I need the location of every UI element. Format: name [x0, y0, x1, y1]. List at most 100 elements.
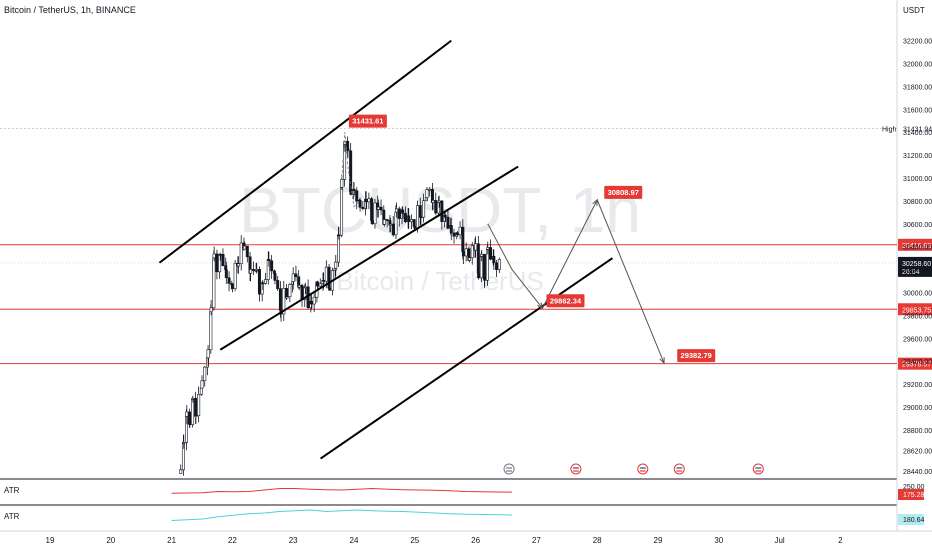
event-icons-group[interactable] — [503, 463, 764, 475]
watermark-name: Bitcoin / TetherUS — [336, 266, 544, 296]
event-flag-icon[interactable] — [752, 463, 764, 475]
candles-group — [179, 136, 501, 476]
candle-body — [251, 269, 255, 271]
price-callout-box — [546, 294, 585, 308]
trend-line[interactable] — [319, 257, 613, 460]
candle-body — [270, 260, 274, 272]
price-axis-tick: 29000.00 — [903, 405, 932, 412]
candle-body — [455, 232, 459, 236]
dashed-zigzag[interactable] — [341, 132, 361, 208]
candle-body — [224, 269, 228, 279]
candle-body — [458, 226, 462, 236]
candle-body — [230, 284, 234, 289]
projection-path-group[interactable] — [487, 198, 665, 365]
candle-body — [276, 280, 280, 289]
candle-body — [272, 270, 276, 274]
candle-body — [218, 254, 222, 256]
candle-body — [497, 259, 501, 270]
trend-line[interactable] — [158, 39, 452, 264]
candle-body — [245, 245, 249, 258]
price-level-badge — [898, 238, 932, 251]
candle-body — [425, 189, 429, 198]
event-flag-icon[interactable] — [570, 463, 582, 475]
candle-body — [233, 262, 237, 289]
candle-body — [212, 257, 216, 309]
candle-body — [385, 219, 389, 221]
candle-body — [337, 234, 341, 237]
price-callout-box — [348, 114, 387, 128]
candle-body — [461, 251, 465, 257]
candle-body — [215, 253, 219, 273]
candle-body — [261, 282, 265, 285]
time-axis-tick: 22 — [228, 536, 237, 545]
horizontal-levels — [0, 128, 897, 365]
event-flag-icon[interactable] — [673, 463, 685, 475]
candle-body — [446, 216, 450, 229]
candle-body — [422, 200, 426, 218]
candle-body — [324, 266, 328, 282]
candle-body — [236, 263, 240, 267]
time-axis-tick: 21 — [167, 536, 176, 545]
price-axis-tick: 31200.00 — [903, 153, 932, 160]
candle-body — [328, 287, 332, 291]
atr-value-badge-1 — [898, 489, 924, 500]
candle-body — [291, 273, 295, 282]
time-axis-tick: 30 — [714, 536, 723, 545]
price-axis-tick: 31400.00 — [903, 130, 932, 137]
candle-body — [303, 286, 307, 289]
time-axis-tick: Jul — [774, 536, 784, 545]
price-axis-tick: 30200.00 — [903, 268, 932, 275]
candle-body — [407, 215, 411, 223]
candle-body — [397, 208, 401, 219]
candle-body — [309, 300, 313, 305]
high-marker-label: High — [882, 127, 897, 134]
candle-body — [488, 247, 492, 260]
price-level-badge — [898, 357, 932, 370]
candle-body — [346, 148, 350, 152]
time-axis[interactable]: 19 20 21 22 23 24 25 26 27 28 29 30 Jul 2 — [46, 536, 844, 545]
current-price-badge — [898, 256, 932, 277]
candle-body — [358, 199, 362, 208]
price-axis-tick: 29200.00 — [903, 382, 932, 389]
price-axis-tick: 32000.00 — [903, 62, 932, 69]
symbol-title[interactable]: Bitcoin / TetherUS, 1h, BINANCE — [4, 5, 136, 15]
atr-title-1[interactable]: ATR — [4, 486, 20, 495]
candle-body — [382, 219, 386, 225]
candle-body — [312, 296, 316, 305]
time-axis-tick: 29 — [654, 536, 663, 545]
candle-body — [388, 223, 392, 226]
price-axis-tick: 31600.00 — [903, 107, 932, 114]
candle-body — [474, 243, 478, 251]
trend-line[interactable] — [219, 165, 519, 351]
atr-title-2[interactable]: ATR — [4, 512, 20, 521]
price-axis-tick: 32200.00 — [903, 39, 932, 46]
price-axis[interactable]: 32200.00 32000.00 31800.00 31600.00 31400.00… — [903, 39, 932, 477]
candle-body — [480, 253, 484, 257]
event-flag-icon[interactable] — [637, 463, 649, 475]
time-axis-tick: 20 — [106, 536, 115, 545]
atr-axis-tick-250: 250.00 — [903, 484, 925, 491]
price-level-label: 30416.83 — [902, 243, 931, 250]
price-axis-tick: 30000.00 — [903, 291, 932, 298]
candle-body — [413, 225, 417, 229]
candle-body — [409, 219, 413, 223]
candle-body — [203, 366, 207, 382]
candle-body — [391, 223, 395, 236]
price-axis-tick: 31800.00 — [903, 84, 932, 91]
trend-lines-group[interactable] — [158, 39, 613, 460]
event-bolt-icon[interactable] — [503, 463, 515, 475]
candle-body — [185, 411, 189, 417]
candle-body — [355, 190, 359, 202]
candle-body — [468, 257, 472, 261]
candle-body — [209, 307, 213, 313]
candle-body — [483, 278, 487, 281]
candle-body — [370, 198, 374, 221]
candle-body — [367, 198, 371, 203]
price-callout-label: 31431.61 — [352, 117, 383, 126]
price-level-label: 29378.57 — [902, 362, 931, 369]
candle-body — [267, 259, 271, 262]
candle-body — [197, 394, 201, 416]
time-axis-tick: 2 — [838, 536, 843, 545]
candle-body — [206, 349, 210, 359]
